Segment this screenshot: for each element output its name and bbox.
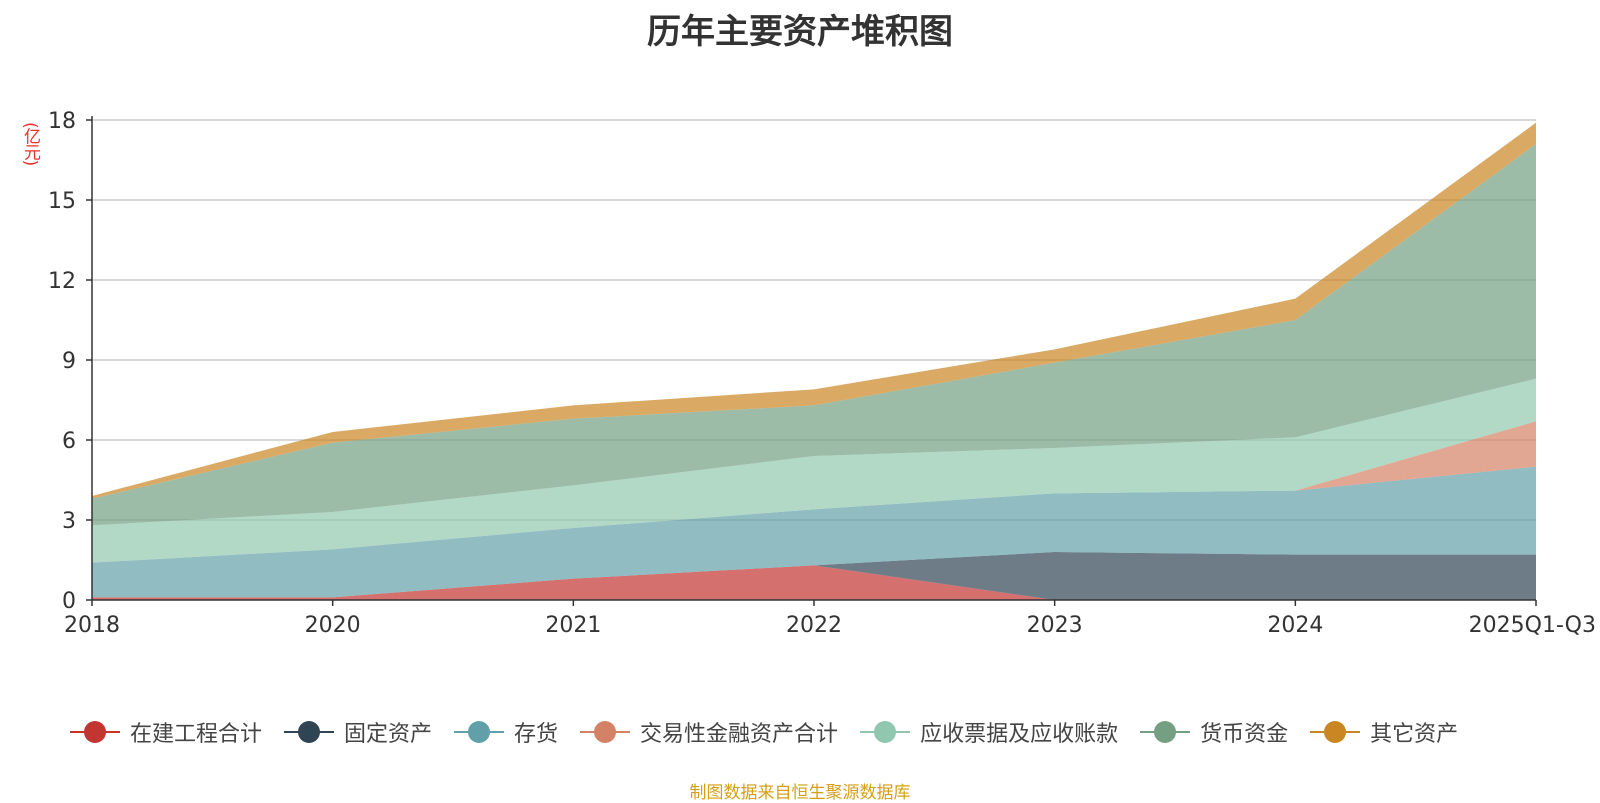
legend-item[interactable]: 货币资金 [1140, 716, 1288, 748]
legend-marker-icon [580, 719, 631, 745]
x-tick-label: 2022 [786, 613, 842, 638]
legend-item[interactable]: 交易性金融资产合计 [580, 716, 838, 748]
y-tick-label: 9 [62, 349, 76, 374]
legend-label: 在建工程合计 [130, 722, 263, 747]
y-tick-label: 12 [48, 269, 76, 294]
legend-item[interactable]: 在建工程合计 [70, 716, 262, 748]
legend-marker-icon [1140, 719, 1191, 745]
y-tick-label: 0 [62, 589, 76, 614]
legend-label: 应收票据及应收账款 [920, 722, 1119, 747]
area-series-6 [92, 144, 1536, 526]
y-tick-label: 15 [48, 189, 76, 214]
x-tick-label: 2024 [1267, 613, 1323, 638]
area-series-1 [92, 565, 1536, 600]
legend-item[interactable]: 应收票据及应收账款 [860, 716, 1118, 748]
chart-title: 历年主要资产堆积图 [647, 12, 953, 52]
legend-label: 存货 [514, 722, 559, 747]
legend-item[interactable]: 其它资产 [1310, 716, 1458, 748]
legend-marker-icon [1310, 719, 1361, 745]
area-series-5 [92, 378, 1536, 563]
y-axis-unit-label: (亿元) [20, 122, 40, 166]
x-tick-label: 2018 [64, 613, 120, 638]
legend-label: 交易性金融资产合计 [640, 722, 839, 747]
legend-marker-icon [70, 719, 120, 745]
legend-label: 固定资产 [344, 722, 433, 747]
stacked-area-chart: 0 3 6 9 12 15 18 2018 2020 2021 2022 2023 2024 2025Q1… [48, 109, 1596, 638]
x-tick-label: 2021 [545, 613, 601, 638]
data-source-note: 制图数据来自恒生聚源数据库 [689, 783, 911, 803]
legend-item[interactable]: 固定资产 [284, 716, 432, 748]
area-series-2 [92, 552, 1536, 600]
x-tick-label: 2023 [1027, 613, 1083, 638]
legend: 在建工程合计 固定资产 存货 交易性金融资产合计 应收票据及应收账款 货币资金 其它资产 [70, 716, 1470, 748]
legend-label: 其它资产 [1370, 722, 1459, 747]
legend-label: 货币资金 [1200, 722, 1289, 747]
y-tick-label: 6 [62, 429, 76, 454]
area-series-3 [92, 466, 1536, 598]
legend-marker-icon [860, 719, 911, 745]
x-tick-label: 2025Q1-Q3 [1469, 613, 1596, 638]
y-tick-label: 18 [48, 109, 76, 134]
legend-marker-icon [284, 719, 335, 745]
y-tick-label: 3 [62, 509, 76, 534]
x-tick-label: 2020 [305, 613, 361, 638]
legend-item[interactable]: 存货 [454, 716, 558, 748]
legend-marker-icon [454, 719, 505, 745]
area-series-7 [92, 122, 1536, 499]
